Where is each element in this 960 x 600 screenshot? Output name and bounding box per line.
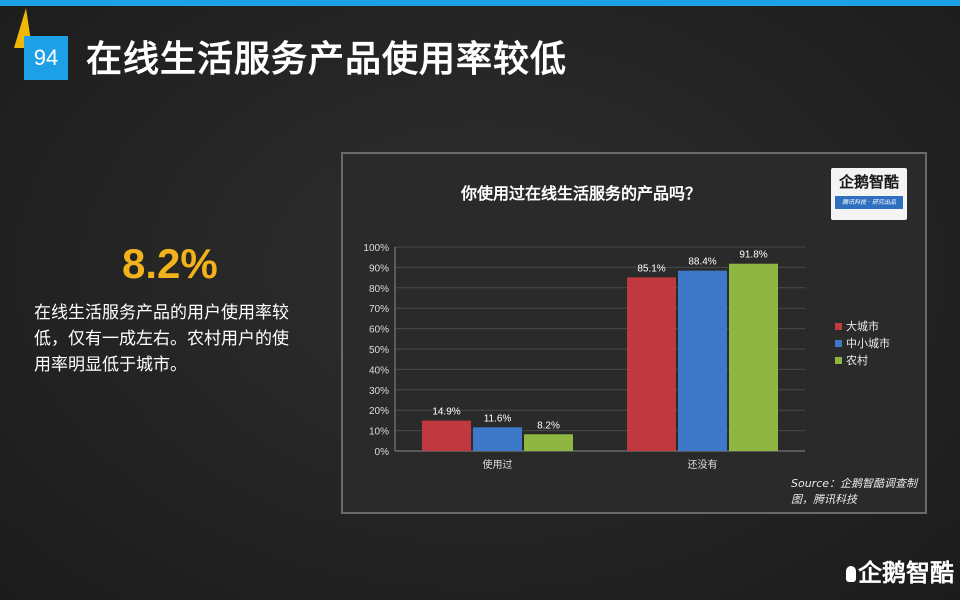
- y-tick-label: 90%: [369, 263, 389, 274]
- source-note: Source：企鹅智酷调查制图，腾讯科技: [791, 477, 918, 506]
- legend-item: 大城市: [835, 318, 879, 334]
- data-label: 91.8%: [739, 250, 767, 261]
- legend-swatch: [835, 356, 842, 364]
- y-tick-label: 0%: [375, 447, 390, 458]
- highlight-stat: 8.2%: [122, 240, 218, 287]
- data-label: 8.2%: [537, 420, 560, 431]
- logo-badge: 企鹅智酷 腾讯科技 · 研究出品: [831, 168, 907, 220]
- footer-logo: 企鹅智酷: [846, 553, 954, 588]
- y-tick-label: 70%: [369, 304, 389, 315]
- page-title: 在线生活服务产品使用率较低: [86, 39, 568, 80]
- legend-swatch: [835, 322, 842, 330]
- data-label: 14.9%: [432, 407, 460, 418]
- footer-logo-text: 企鹅智酷: [858, 559, 954, 587]
- data-label: 88.4%: [688, 257, 716, 268]
- bar-3-1: [524, 434, 573, 451]
- bar-2-1: [473, 427, 522, 451]
- y-tick-label: 80%: [369, 284, 389, 295]
- y-tick-label: 30%: [369, 386, 389, 397]
- y-tick-label: 50%: [369, 345, 389, 356]
- chart-panel: 你使用过在线生活服务的产品吗？ 0% 10% 20% 30% 40% 50% 60% 70% 80…: [341, 152, 927, 514]
- bar-1-1: [422, 420, 471, 451]
- x-tick-label: 使用过: [483, 458, 513, 471]
- page-number-badge: 94: [24, 36, 68, 80]
- y-tick-label: 40%: [369, 365, 389, 376]
- data-label: 11.6%: [484, 413, 512, 424]
- legend-label: 农村: [846, 354, 868, 367]
- top-accent-bar: [0, 0, 960, 6]
- legend-item: 中小城市: [835, 335, 890, 351]
- legend-swatch: [835, 339, 842, 347]
- logo-badge-tagline: 腾讯科技 · 研究出品: [842, 199, 896, 206]
- stat-description: 在线生活服务产品的用户使用率较低，仅有一成左右。农村用户的使用率明显低于城市。: [34, 303, 289, 375]
- bar-chart: 你使用过在线生活服务的产品吗？ 0% 10% 20% 30% 40% 50% 60% 70% 80…: [363, 184, 805, 471]
- legend-item: 农村: [835, 352, 868, 368]
- bar-3-2: [729, 263, 778, 451]
- x-tick-label: 还没有: [688, 458, 718, 471]
- y-tick-label: 20%: [369, 406, 389, 417]
- logo-badge-band: [835, 196, 903, 209]
- penguin-icon: [846, 566, 856, 582]
- y-tick-label: 100%: [363, 243, 389, 254]
- y-tick-label: 60%: [369, 325, 389, 336]
- legend-label: 大城市: [846, 320, 879, 333]
- bar-2-2: [678, 270, 727, 451]
- bar-1-2: [627, 277, 676, 451]
- logo-badge-name: 企鹅智酷: [838, 173, 899, 191]
- y-tick-label: 10%: [369, 427, 389, 438]
- legend-label: 中小城市: [846, 337, 890, 350]
- chart-title: 你使用过在线生活服务的产品吗？: [460, 184, 701, 203]
- data-label: 85.1%: [637, 263, 665, 274]
